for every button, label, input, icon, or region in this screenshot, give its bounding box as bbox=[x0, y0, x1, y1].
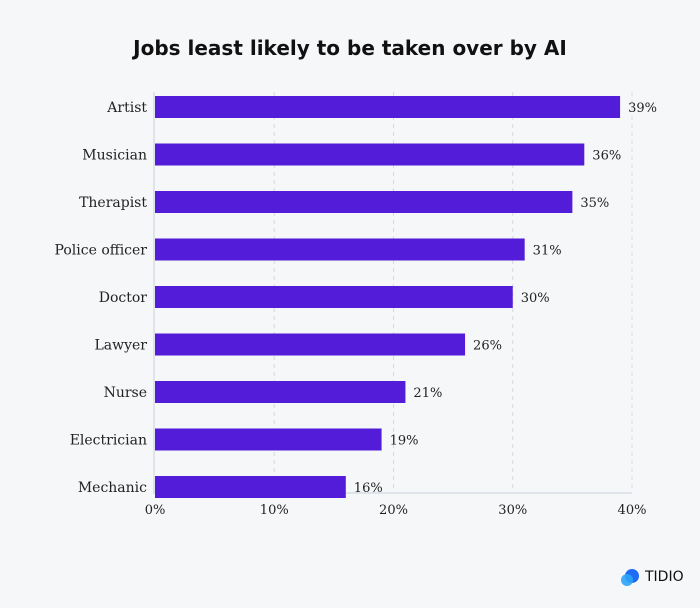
x-tick-label: 0% bbox=[145, 503, 166, 518]
data-label: 16% bbox=[354, 481, 383, 496]
bar bbox=[155, 381, 406, 403]
x-tick-label: 30% bbox=[498, 503, 527, 518]
x-tick-label: 40% bbox=[618, 503, 647, 518]
data-label: 19% bbox=[390, 434, 419, 449]
data-label: 21% bbox=[413, 386, 442, 401]
bar bbox=[155, 286, 513, 308]
bar bbox=[155, 238, 525, 261]
category-label: Musician bbox=[82, 148, 147, 164]
x-tick-label: 10% bbox=[260, 503, 289, 518]
category-label: Lawyer bbox=[94, 338, 147, 354]
bar bbox=[155, 143, 585, 166]
brand-name: TIDIO bbox=[645, 569, 684, 585]
data-label: 30% bbox=[521, 291, 550, 306]
category-label: Police officer bbox=[55, 243, 148, 259]
category-label: Therapist bbox=[79, 195, 147, 211]
data-label: 39% bbox=[628, 101, 657, 116]
bar bbox=[155, 191, 573, 213]
data-label: 35% bbox=[580, 196, 609, 211]
bar bbox=[155, 333, 466, 356]
data-label: 36% bbox=[592, 149, 621, 164]
bar bbox=[155, 96, 621, 118]
data-label: 26% bbox=[473, 339, 502, 354]
tidio-logo: TIDIO bbox=[620, 568, 684, 586]
x-tick-label: 20% bbox=[379, 503, 408, 518]
category-label: Electrician bbox=[70, 433, 147, 449]
chart-title: Jobs least likely to be taken over by AI bbox=[133, 36, 567, 60]
bar bbox=[155, 428, 382, 451]
tidio-logo-icon bbox=[621, 569, 639, 586]
bar bbox=[155, 476, 346, 498]
category-label: Doctor bbox=[99, 290, 148, 306]
category-label: Artist bbox=[106, 100, 147, 116]
data-label: 31% bbox=[533, 244, 562, 259]
category-label: Mechanic bbox=[78, 480, 147, 496]
category-label: Nurse bbox=[104, 385, 147, 401]
